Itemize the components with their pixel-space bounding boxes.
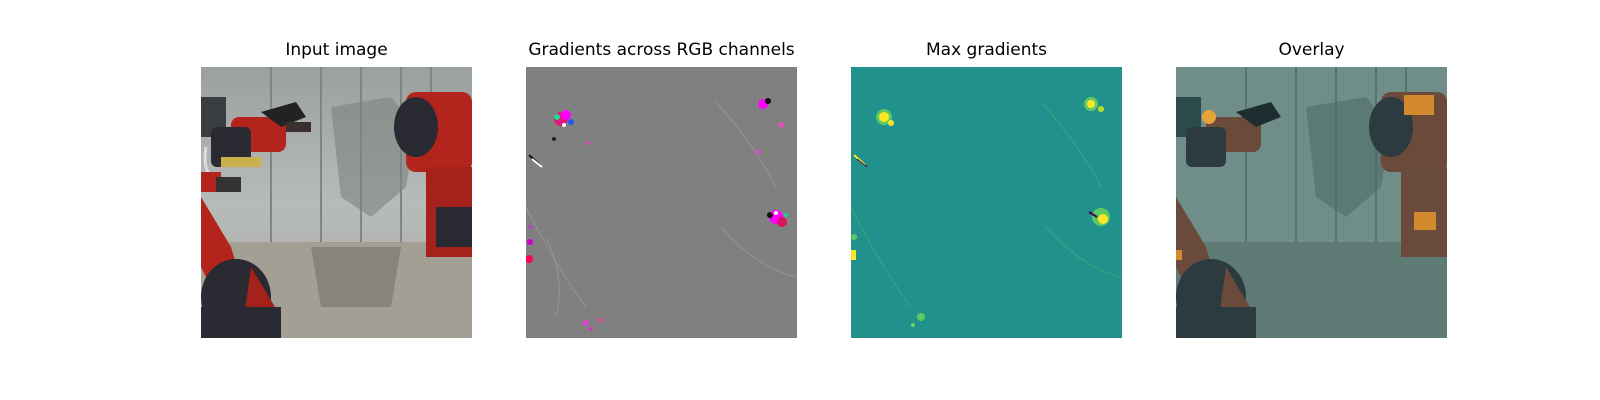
- input-image: [201, 67, 472, 338]
- panel-title: Input image: [285, 40, 388, 60]
- panel-title: Max gradients: [925, 40, 1048, 60]
- panel-title: Overlay: [1278, 40, 1345, 60]
- rgb-gradient-map: [526, 67, 797, 338]
- max-gradient-map: [851, 67, 1122, 338]
- overlay-image: [1176, 67, 1447, 338]
- panel-title: Gradients across RGB channels: [528, 40, 795, 60]
